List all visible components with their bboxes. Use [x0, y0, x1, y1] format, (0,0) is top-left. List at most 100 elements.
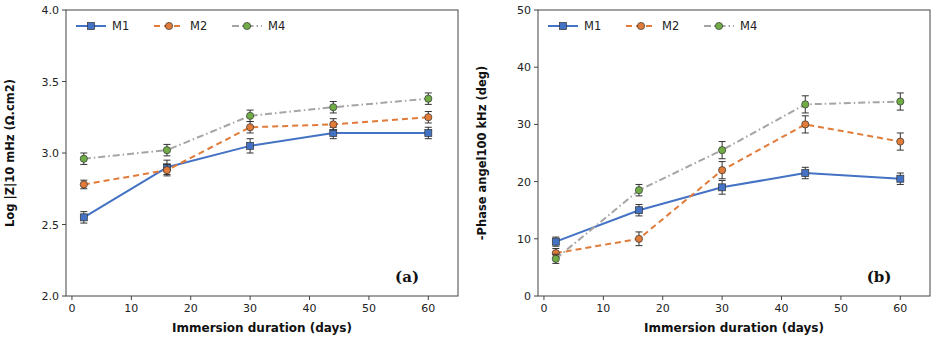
x-tick: [722, 296, 723, 300]
point: [163, 147, 170, 154]
error-bar: [163, 164, 170, 175]
panel-label: (b): [867, 268, 892, 286]
error-bar: [897, 133, 904, 150]
x-tick: [368, 296, 369, 300]
error-bar: [635, 184, 642, 195]
error-bar: [802, 96, 809, 113]
x-tick-label: 60: [893, 302, 907, 315]
y-tick: [534, 124, 538, 125]
x-tick: [781, 296, 782, 300]
error-bar: [425, 127, 432, 138]
error-bar: [163, 160, 170, 174]
x-tick-label: 50: [834, 302, 848, 315]
point: [247, 112, 254, 119]
point: [897, 98, 904, 105]
x-axis-label: Immersion duration (days): [644, 321, 824, 335]
x-axis-label: Immersion duration (days): [172, 321, 352, 335]
y-tick: [534, 67, 538, 68]
error-bar: [247, 110, 254, 121]
x-tick-label: 40: [303, 302, 317, 315]
x-tick: [428, 296, 429, 300]
error-bar: [635, 232, 642, 246]
legend-marker: [637, 22, 644, 29]
point: [247, 142, 254, 149]
series-line: [556, 124, 900, 253]
x-tick-label: 60: [421, 302, 435, 315]
legend-label: M1: [584, 19, 601, 33]
error-bar: [802, 167, 809, 178]
y-tick-label: 50: [517, 4, 531, 17]
error-bar: [425, 93, 432, 104]
series-line: [84, 99, 428, 159]
panel: 01020304050602.02.53.03.54.0Immersion du…: [3, 4, 458, 335]
series-line: [84, 117, 428, 184]
x-tick-label: 40: [775, 302, 789, 315]
legend-label: M4: [740, 19, 757, 33]
error-bar: [552, 254, 559, 263]
error-bar: [330, 102, 337, 113]
legend-label: M2: [190, 19, 207, 33]
x-tick-label: 30: [243, 302, 257, 315]
panel-label: (a): [395, 268, 419, 286]
y-tick: [534, 296, 538, 297]
point: [425, 95, 432, 102]
point: [330, 104, 337, 111]
error-bar: [247, 139, 254, 153]
point: [163, 167, 170, 174]
error-bar: [80, 212, 87, 223]
point: [897, 175, 904, 182]
point: [635, 207, 642, 214]
point: [635, 235, 642, 242]
y-tick-label: 3.0: [42, 147, 60, 160]
legend-label: M1: [112, 19, 129, 33]
point: [719, 167, 726, 174]
error-bar: [425, 112, 432, 123]
point: [80, 181, 87, 188]
error-bar: [719, 142, 726, 159]
point: [635, 187, 642, 194]
y-tick: [62, 81, 66, 82]
error-bar: [552, 237, 559, 246]
x-tick: [190, 296, 191, 300]
y-tick: [62, 296, 66, 297]
point: [247, 124, 254, 131]
panel: 010203040506001020304050Immersion durati…: [475, 4, 930, 335]
point: [330, 121, 337, 128]
x-tick-label: 10: [596, 302, 610, 315]
point: [552, 238, 559, 245]
legend-marker: [715, 22, 722, 29]
y-tick-label: 40: [517, 61, 531, 74]
x-tick: [309, 296, 310, 300]
y-axis-label: Log |Z|10 mHz (Ω.cm2): [3, 79, 17, 227]
x-tick: [840, 296, 841, 300]
x-tick: [662, 296, 663, 300]
legend-marker: [560, 23, 567, 30]
legend-marker: [165, 22, 172, 29]
series-line: [556, 173, 900, 242]
error-bar: [719, 180, 726, 194]
point: [425, 114, 432, 121]
y-tick-label: 4.0: [42, 4, 60, 17]
point: [802, 121, 809, 128]
x-tick-label: 20: [184, 302, 198, 315]
y-tick: [62, 10, 66, 11]
y-tick: [534, 10, 538, 11]
x-tick-label: 0: [68, 302, 75, 315]
y-tick-label: 0: [524, 290, 531, 303]
legend-marker: [88, 23, 95, 30]
legend-marker: [243, 22, 250, 29]
plot-data: [80, 93, 432, 223]
point: [802, 170, 809, 177]
point: [897, 138, 904, 145]
plot-frame: [538, 10, 930, 296]
y-tick-label: 2.5: [42, 219, 60, 232]
y-tick-label: 30: [517, 118, 531, 131]
point: [552, 255, 559, 262]
y-axis-label: -Phase angel100 kHz (deg): [475, 66, 489, 240]
error-bar: [80, 180, 87, 189]
x-tick: [603, 296, 604, 300]
y-tick: [62, 224, 66, 225]
x-tick: [71, 296, 72, 300]
y-tick: [62, 153, 66, 154]
point: [80, 214, 87, 221]
